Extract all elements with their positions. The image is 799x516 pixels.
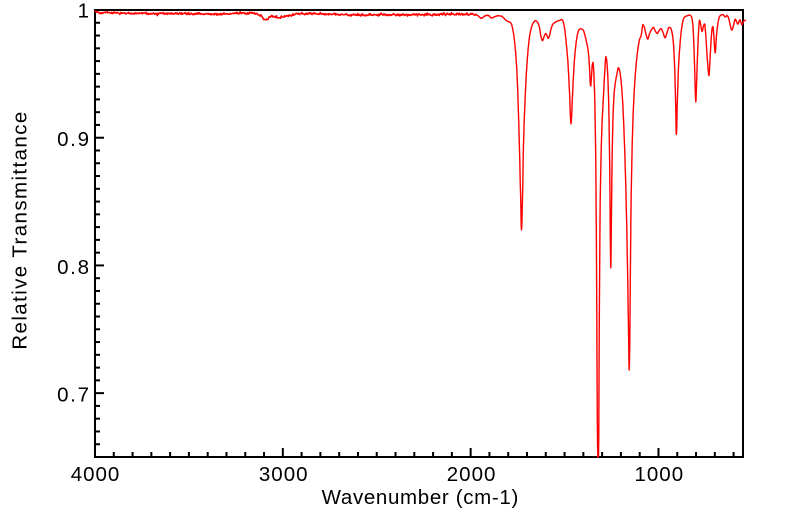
svg-text:4000: 4000 bbox=[71, 463, 121, 486]
svg-text:0.7: 0.7 bbox=[57, 384, 91, 407]
svg-text:0.8: 0.8 bbox=[57, 256, 91, 279]
svg-text:Wavenumber (cm-1): Wavenumber (cm-1) bbox=[322, 486, 519, 509]
svg-text:2000: 2000 bbox=[447, 463, 497, 486]
svg-text:3000: 3000 bbox=[259, 463, 309, 486]
svg-text:1: 1 bbox=[78, 0, 89, 23]
svg-text:1000: 1000 bbox=[634, 463, 684, 486]
svg-text:Relative Transmittance: Relative Transmittance bbox=[9, 110, 32, 349]
svg-text:0.9: 0.9 bbox=[57, 128, 91, 151]
